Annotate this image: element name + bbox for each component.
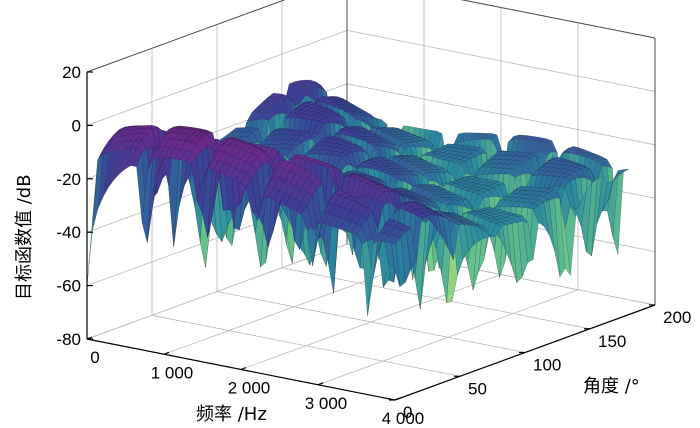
x-tick-mark xyxy=(394,397,401,401)
z-tick-label: -60 xyxy=(56,277,81,296)
x-gridline-floor xyxy=(240,274,502,370)
y-tick-label: 200 xyxy=(663,308,691,327)
x-tick-label: 3 000 xyxy=(305,394,348,413)
z-gridline xyxy=(86,29,656,126)
x-tick-mark xyxy=(317,382,324,386)
z-tick-label: 20 xyxy=(62,63,81,82)
x-axis-title: 频率 /Hz xyxy=(196,404,267,425)
z-tick-label: -80 xyxy=(56,330,81,349)
x-tick-label: 0 xyxy=(90,348,99,367)
x-tick-label: 4 000 xyxy=(382,409,425,428)
x-gridline-floor xyxy=(317,289,579,386)
surface-mesh xyxy=(86,79,630,317)
z-tick-label: 0 xyxy=(72,116,81,135)
surface-facet xyxy=(389,236,401,245)
x-gridline-floor xyxy=(86,243,348,340)
x-tick-label: 2 000 xyxy=(228,379,271,398)
y-tick-label: 0 xyxy=(403,403,412,422)
x-tick-mark xyxy=(240,366,247,371)
y-tick-label: 150 xyxy=(598,332,626,351)
y-tick-label: 50 xyxy=(468,379,487,398)
box-edge xyxy=(86,0,286,73)
box-edge xyxy=(460,0,656,39)
x-tick-mark xyxy=(86,336,93,340)
x-tick-label: 1 000 xyxy=(151,363,194,382)
x-gridline-floor xyxy=(163,258,425,355)
y-tick-labels: 0 50 100 150 200 xyxy=(389,304,691,422)
y-tick-label: 100 xyxy=(533,356,561,375)
x-tick-mark xyxy=(163,351,170,355)
z-gridline xyxy=(86,0,656,73)
y-axis-title: 角度 /° xyxy=(583,376,640,397)
z-tick-labels: 20 0 -20 -40 -60 -80 xyxy=(56,63,93,349)
x-tick-labels: 0 1 000 2 000 3 000 4 000 xyxy=(86,336,425,428)
z-tick-label: -40 xyxy=(56,223,81,242)
z-tick-label: -20 xyxy=(56,170,81,189)
z-axis-title: 目标函数值 /dB xyxy=(14,174,35,300)
